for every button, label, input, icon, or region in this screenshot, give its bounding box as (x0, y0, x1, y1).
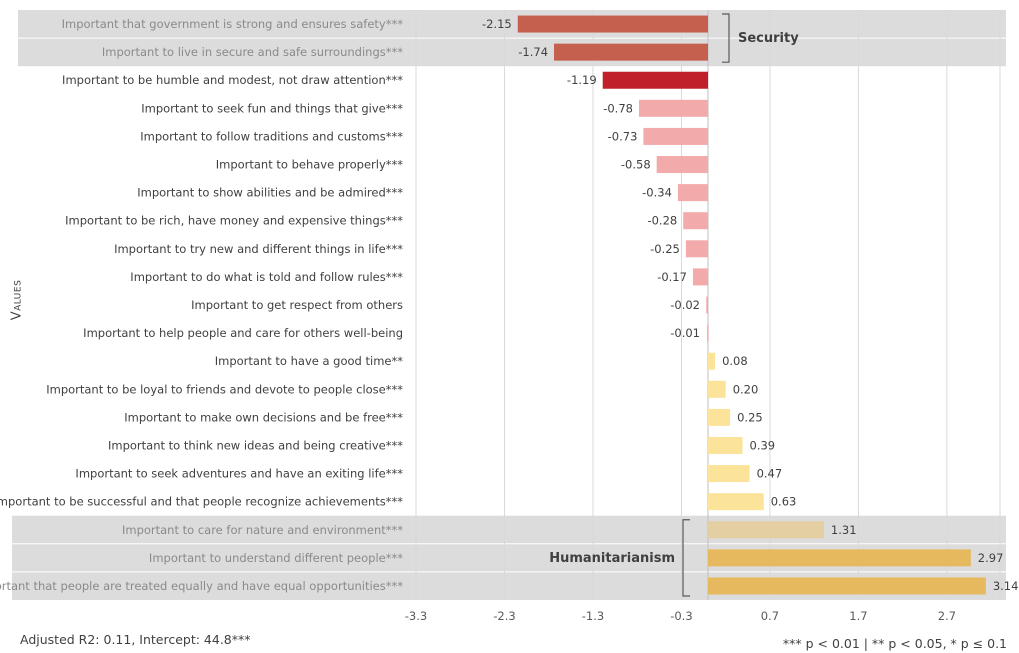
category-label: Important to show abilities and be admir… (137, 186, 403, 200)
value-label: -0.17 (657, 270, 687, 284)
category-label: Important to follow traditions and custo… (140, 129, 403, 143)
category-label: Important to try new and different thing… (114, 242, 403, 256)
bar (706, 296, 708, 314)
value-label: -1.19 (567, 73, 597, 87)
category-labels: Important that government is strong and … (0, 17, 403, 593)
x-tick-label: 1.7 (849, 609, 867, 623)
category-label: Important to understand different people… (149, 551, 403, 565)
value-label: 0.20 (733, 382, 759, 396)
bar (708, 436, 743, 454)
x-tick-label: -0.3 (670, 609, 692, 623)
category-label: Important to seek adventures and have an… (75, 467, 403, 481)
value-label: 0.63 (771, 495, 797, 509)
category-label: Important to have a good time** (215, 354, 404, 368)
value-label: 0.08 (722, 354, 748, 368)
value-label: -0.78 (603, 101, 633, 115)
x-tick-label: 0.7 (761, 609, 779, 623)
bar (708, 408, 731, 426)
category-label: Important to seek fun and things that gi… (141, 101, 403, 115)
category-label: Important to be loyal to friends and dev… (46, 382, 403, 396)
bar (685, 240, 708, 258)
value-label: -1.74 (518, 45, 548, 59)
category-label: Important to be humble and modest, not d… (62, 73, 403, 87)
y-axis-title: Values (4, 279, 30, 321)
bar (708, 493, 764, 511)
category-label: Important that people are treated equall… (0, 579, 403, 593)
category-label: Important to think new ideas and being c… (108, 438, 403, 452)
bar (707, 324, 709, 342)
bar (602, 71, 708, 89)
group-brackets: Security Humanitarianism (549, 13, 799, 597)
x-tick-label: -3.3 (405, 609, 427, 623)
bar (708, 465, 750, 483)
value-label: 0.25 (737, 410, 763, 424)
category-label: Important to make own decisions and be f… (124, 410, 403, 424)
bar (708, 577, 986, 595)
x-tick-label: -2.3 (493, 609, 515, 623)
bar (708, 549, 971, 567)
group-bracket (722, 13, 730, 63)
category-label: Important to be rich, have money and exp… (65, 214, 403, 228)
value-label: 0.47 (757, 467, 783, 481)
value-label: -2.15 (482, 17, 512, 31)
value-label: -0.34 (642, 186, 672, 200)
value-labels: -2.15 -1.74 -1.19 -0.78 -0.73 -0.58 -0.34 -0.28… (482, 17, 1018, 593)
x-tick-label: -1.3 (582, 609, 604, 623)
category-label: Important to do what is told and follow … (130, 270, 403, 284)
bars (517, 15, 986, 595)
bar (638, 99, 708, 117)
group-bracket (682, 519, 690, 597)
model-stats-note: Adjusted R2: 0.11, Intercept: 44.8*** (20, 632, 251, 647)
bar (708, 352, 716, 370)
bar (656, 156, 708, 174)
value-label: 3.14 (993, 579, 1019, 593)
bar (708, 380, 726, 398)
category-label: Important to behave properly*** (216, 158, 404, 172)
group-bands (12, 10, 1006, 600)
y-axis-title-text: Values (9, 279, 25, 321)
category-label: Important to help people and care for ot… (83, 326, 403, 340)
value-label: 1.31 (831, 523, 857, 537)
value-label: 2.97 (978, 551, 1004, 565)
group-label: Humanitarianism (549, 551, 675, 566)
bar (677, 184, 708, 202)
value-label: -0.73 (608, 129, 638, 143)
bar (517, 15, 708, 33)
category-label: Important to get respect from others (191, 298, 403, 312)
value-label: -0.58 (621, 158, 651, 172)
value-label: -0.25 (650, 242, 680, 256)
value-label: -0.28 (647, 214, 677, 228)
bar (554, 43, 708, 61)
group-label: Security (738, 31, 799, 46)
value-label: 0.39 (750, 438, 776, 452)
x-tick-label: 2.7 (938, 609, 956, 623)
x-axis-ticks: -3.3 -2.3 -1.3 -0.3 0.7 1.7 2.7 (405, 609, 956, 623)
category-label: Important to care for nature and environ… (122, 523, 403, 537)
bar (708, 521, 824, 539)
category-label: Important that government is strong and … (62, 17, 404, 31)
category-label: Important to live in secure and safe sur… (102, 45, 403, 59)
bar (643, 127, 708, 145)
value-label: -0.01 (670, 326, 700, 340)
bar (692, 268, 708, 286)
significance-legend: *** p < 0.01 | ** p < 0.05, * p ≤ 0.1 (782, 636, 1007, 651)
category-label: Important to be successful and that peop… (0, 495, 403, 509)
bar (683, 212, 708, 230)
value-label: -0.02 (670, 298, 700, 312)
